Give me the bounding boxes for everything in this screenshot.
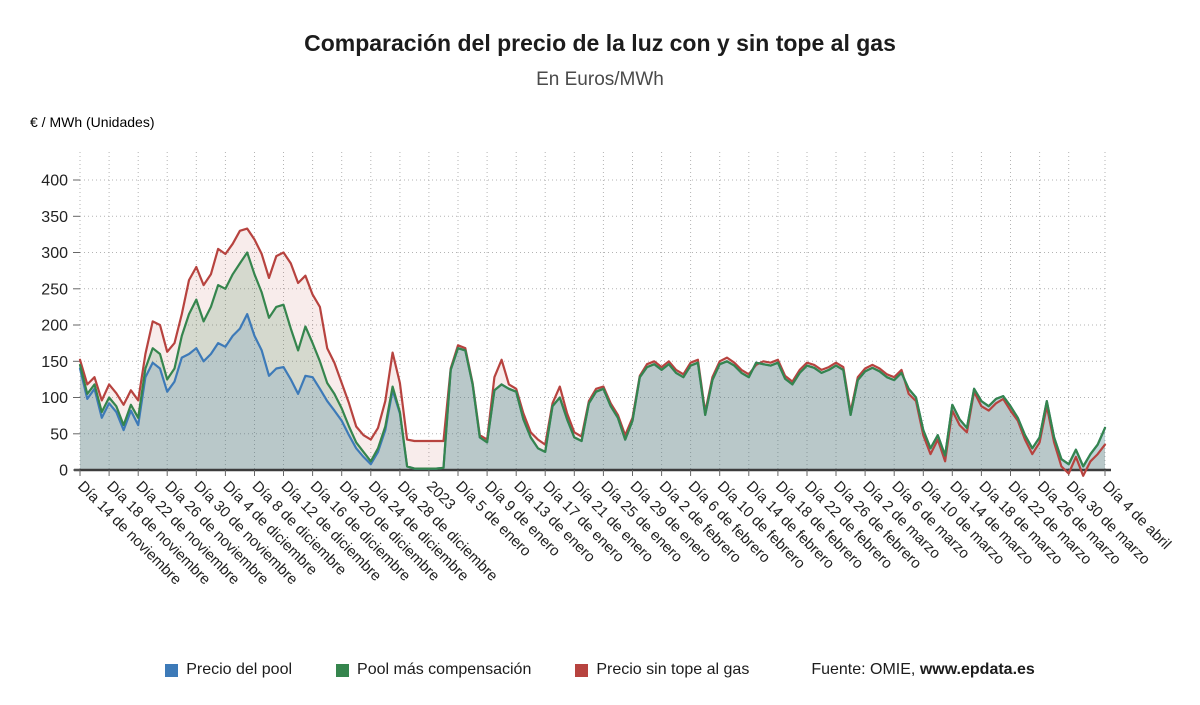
line-series-2 bbox=[78, 227, 1107, 477]
y-tick-label: 350 bbox=[41, 209, 68, 226]
area-series-1 bbox=[80, 252, 1105, 470]
epdata-link[interactable]: www.epdata.es bbox=[919, 661, 1035, 678]
page-subtitle: En Euros/MWh bbox=[536, 69, 664, 90]
y-tick-label: 200 bbox=[41, 318, 68, 335]
y-tick-label: 300 bbox=[41, 245, 68, 262]
legend: Precio del pool Pool más compensación Pr… bbox=[0, 661, 1200, 679]
source-attribution: Fuente: OMIE, www.epdata.es bbox=[811, 661, 1034, 679]
legend-item-pool[interactable]: Precio del pool bbox=[165, 661, 292, 679]
line-series-1 bbox=[78, 251, 1107, 470]
y-tick-label: 150 bbox=[41, 354, 68, 371]
legend-item-sin-tope[interactable]: Precio sin tope al gas bbox=[575, 661, 749, 679]
y-tick-label: 50 bbox=[50, 426, 68, 443]
legend-label-pool: Precio del pool bbox=[186, 661, 293, 678]
legend-label-pool-compensacion: Pool más compensación bbox=[357, 661, 532, 678]
pool-color-swatch-icon bbox=[165, 663, 179, 677]
legend-item-pool-compensacion[interactable]: Pool más compensación bbox=[336, 661, 531, 679]
chart-area: 0 50 100 150 200 250 300 350 400 Día 14 de noviem… bbox=[0, 140, 1200, 655]
y-tick-label: 250 bbox=[41, 281, 68, 298]
sin-tope-color-swatch-icon bbox=[575, 663, 589, 677]
y-tick-label: 400 bbox=[41, 173, 68, 190]
page-title: Comparación del precio de la luz con y s… bbox=[304, 30, 896, 56]
legend-label-sin-tope: Precio sin tope al gas bbox=[596, 661, 750, 678]
area-series-0 bbox=[80, 314, 1105, 470]
pool-compensacion-color-swatch-icon bbox=[336, 663, 350, 677]
source-prefix: Fuente: OMIE, bbox=[811, 661, 920, 678]
y-axis-unit-label: € / MWh (Unidades) bbox=[30, 114, 155, 130]
y-tick-label: 0 bbox=[59, 463, 68, 480]
y-tick-label: 100 bbox=[41, 390, 68, 407]
